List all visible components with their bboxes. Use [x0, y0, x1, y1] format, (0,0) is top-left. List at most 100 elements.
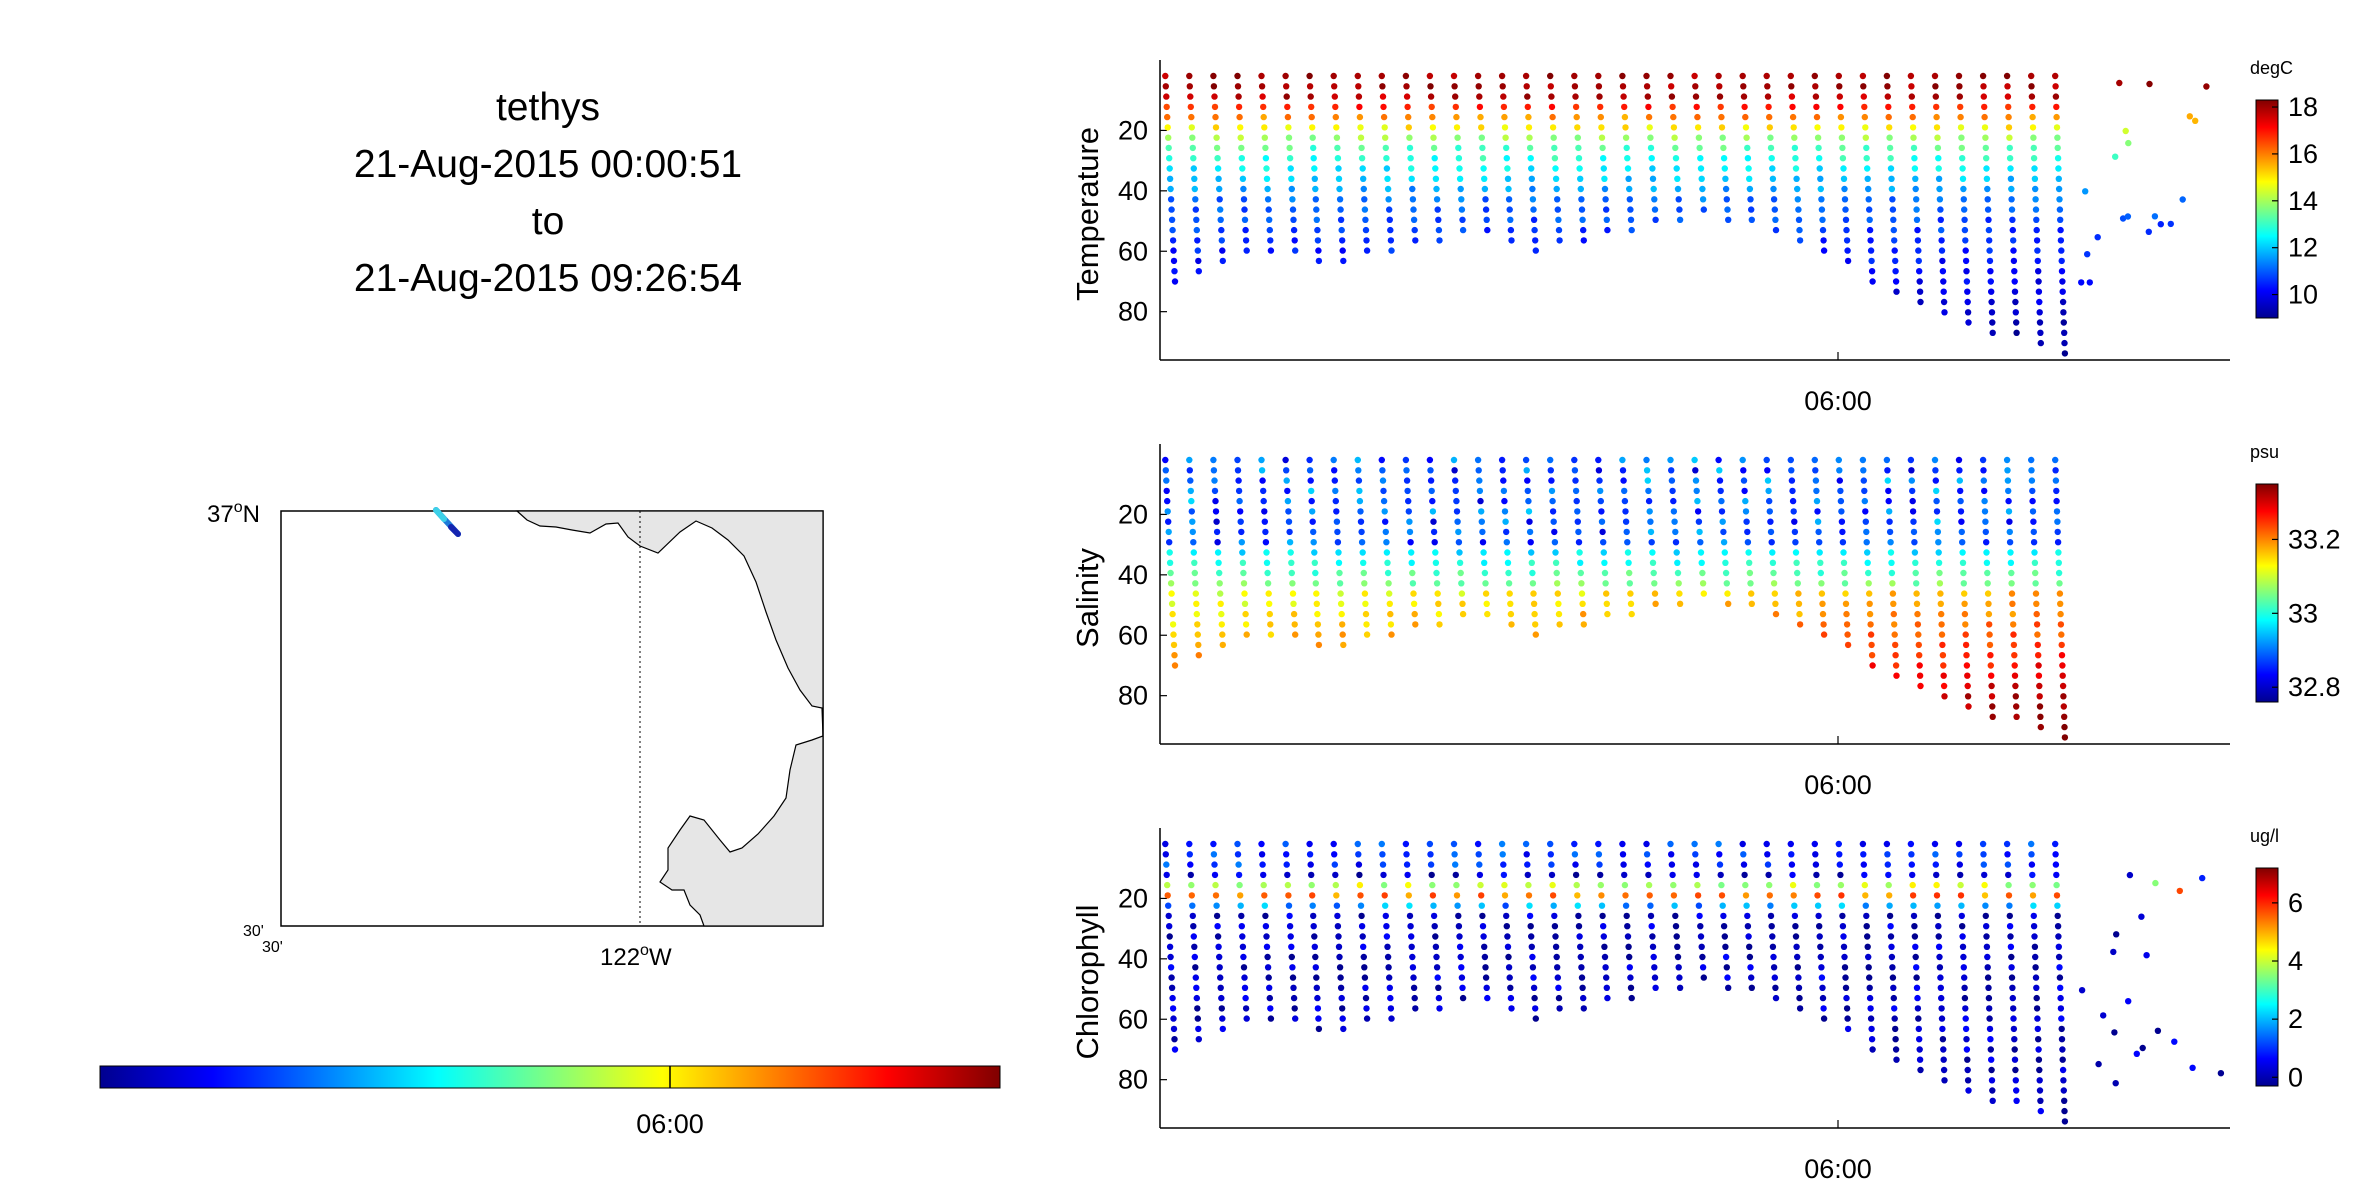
- y-tick-label: 20: [1118, 115, 1148, 145]
- data-point: [1188, 508, 1196, 515]
- data-point: [1555, 994, 1563, 1002]
- data-point: [1283, 851, 1290, 858]
- data-point: [1171, 278, 1179, 285]
- data-point: [2013, 703, 2020, 710]
- data-point: [2033, 610, 2040, 618]
- data-point: [1339, 1005, 1346, 1012]
- data-point: [1216, 569, 1223, 577]
- data-point: [1580, 621, 1588, 628]
- data-point: [2005, 508, 2013, 515]
- data-point: [1700, 974, 1708, 981]
- data-point: [1739, 840, 1746, 848]
- data-point: [1867, 631, 1875, 638]
- data-point: [1358, 539, 1366, 546]
- data-point: [1457, 569, 1464, 577]
- data-point: [1384, 943, 1391, 950]
- data-point: [1837, 871, 1844, 879]
- data-point: [2003, 72, 2011, 80]
- data-point: [2010, 641, 2018, 649]
- data-point: [2053, 124, 2061, 131]
- data-point: [1645, 871, 1652, 879]
- data-point: [1382, 134, 1389, 141]
- data-point: [1745, 165, 1752, 172]
- data-point: [1508, 1005, 1515, 1012]
- data-point: [1603, 206, 1610, 213]
- data-point: [1549, 113, 1556, 121]
- data-point: [1788, 477, 1796, 484]
- data-point: [1936, 580, 1944, 587]
- data-point: [1336, 953, 1343, 961]
- data-point: [1186, 456, 1193, 464]
- data-point: [1768, 539, 1775, 546]
- data-point: [1266, 216, 1273, 223]
- data-point: [1843, 621, 1851, 628]
- data-point: [2057, 600, 2064, 607]
- data-point: [1501, 124, 1509, 131]
- data-point: [1164, 892, 1171, 899]
- data-point: [1380, 871, 1387, 879]
- data-point: [1166, 175, 1174, 182]
- data-point: [1960, 185, 1967, 193]
- data-point: [1286, 144, 1293, 152]
- data-point: [1306, 840, 1313, 848]
- data-point: [1432, 549, 1439, 556]
- x-tick-label: 06:00: [1804, 770, 1872, 800]
- data-point: [1313, 216, 1321, 223]
- data-point: [2005, 497, 2012, 505]
- data-point: [1716, 851, 1723, 858]
- data-point: [1619, 456, 1626, 464]
- data-point: [1917, 682, 1924, 690]
- data-point: [1982, 518, 1989, 525]
- data-point: [1763, 456, 1770, 464]
- data-point: [1483, 216, 1490, 223]
- data-point: [2110, 948, 2117, 956]
- data-point: [1550, 518, 1557, 525]
- data-point: [1524, 487, 1532, 495]
- data-point: [2061, 1118, 2069, 1125]
- data-point: [1506, 590, 1513, 597]
- data-point: [1844, 1015, 1851, 1022]
- data-point: [1211, 871, 1219, 879]
- data-point: [1891, 247, 1898, 254]
- data-point: [1812, 467, 1819, 474]
- data-point: [1979, 72, 1987, 80]
- data-point: [1264, 569, 1271, 577]
- data-point: [2011, 288, 2019, 295]
- data-point: [1648, 539, 1655, 546]
- data-point: [1864, 175, 1871, 182]
- data-point: [1235, 487, 1243, 495]
- data-point: [1480, 933, 1487, 940]
- data-point: [1164, 124, 1171, 131]
- data-point: [1621, 113, 1629, 121]
- data-point: [1986, 237, 1993, 244]
- data-point: [1336, 964, 1344, 971]
- data-point: [2005, 103, 2012, 111]
- data-point: [1479, 923, 1487, 930]
- data-point: [1764, 93, 1772, 100]
- data-point: [1501, 892, 1509, 899]
- colorbar-gradient: [2255, 867, 2279, 1087]
- data-point: [2078, 279, 2085, 286]
- data-point: [1668, 851, 1675, 858]
- data-point: [1598, 508, 1605, 515]
- data-point: [2032, 206, 2040, 213]
- y-tick-label: 40: [1118, 176, 1148, 206]
- data-point: [1238, 528, 1245, 536]
- data-point: [1189, 134, 1196, 141]
- data-point: [2028, 851, 2035, 858]
- data-point: [1381, 508, 1388, 515]
- data-point: [1531, 226, 1538, 234]
- data-point: [1627, 590, 1634, 597]
- data-point: [1716, 467, 1723, 474]
- data-point: [1692, 93, 1700, 100]
- data-point: [1700, 590, 1708, 597]
- data-point: [1986, 621, 1993, 628]
- data-point: [1937, 216, 1945, 223]
- data-point: [1837, 497, 1845, 505]
- data-point: [1867, 1015, 1875, 1022]
- data-point: [1643, 840, 1650, 848]
- data-point: [1212, 113, 1219, 121]
- data-point: [1715, 72, 1722, 80]
